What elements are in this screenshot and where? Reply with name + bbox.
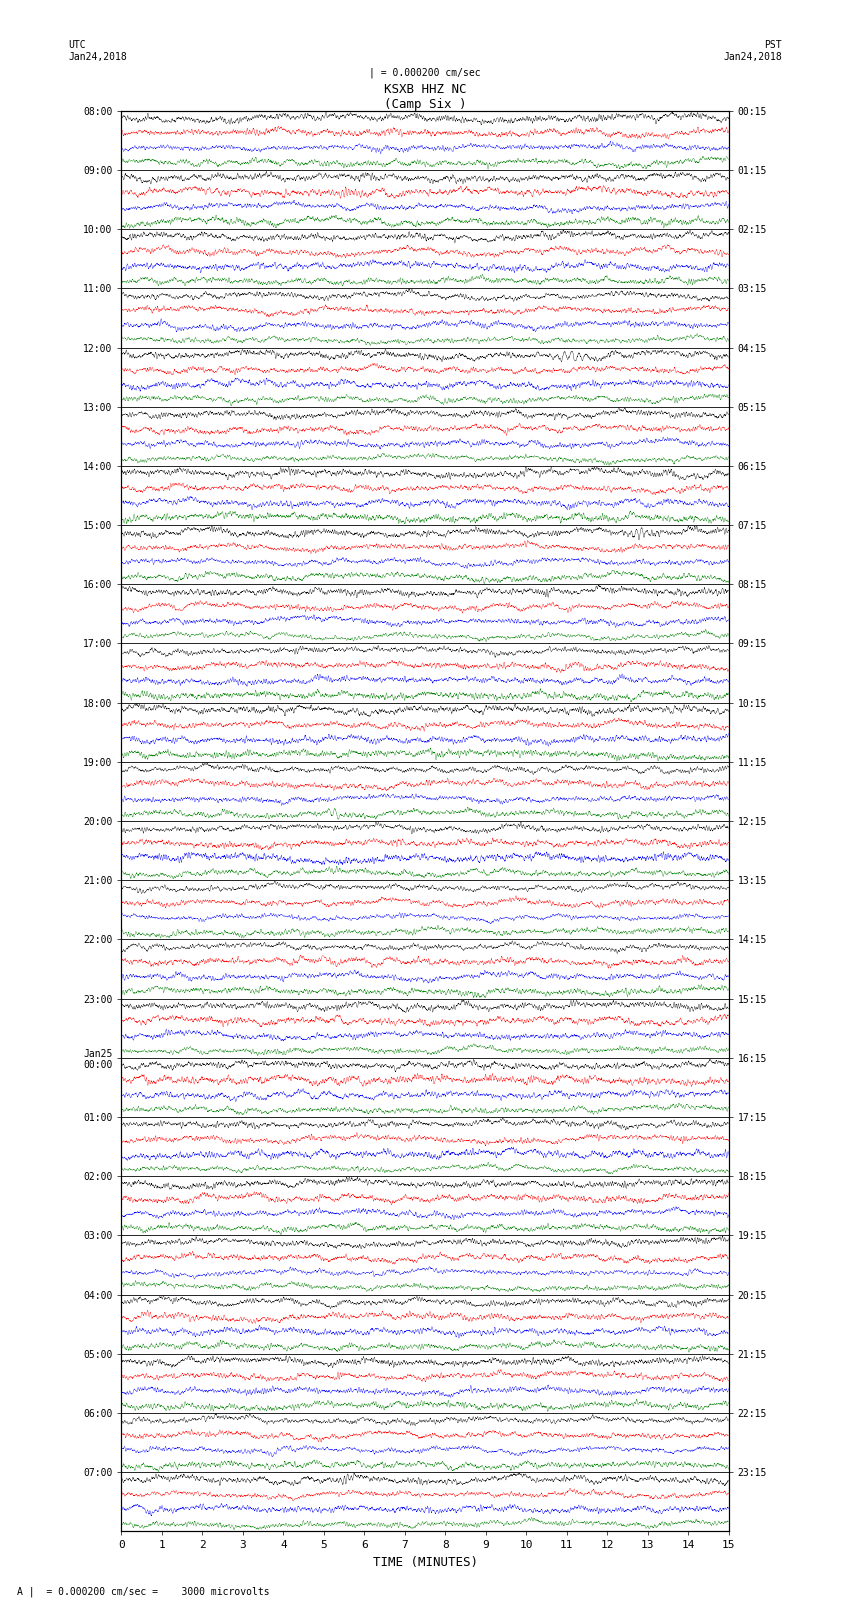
Text: PST
Jan24,2018: PST Jan24,2018 [723,40,782,61]
Text: A |  = 0.000200 cm/sec =    3000 microvolts: A | = 0.000200 cm/sec = 3000 microvolts [17,1586,269,1597]
X-axis label: TIME (MINUTES): TIME (MINUTES) [372,1557,478,1569]
Text: UTC
Jan24,2018: UTC Jan24,2018 [68,40,127,61]
Title: KSXB HHZ NC
(Camp Six ): KSXB HHZ NC (Camp Six ) [383,82,467,111]
Text: | = 0.000200 cm/sec: | = 0.000200 cm/sec [369,68,481,79]
